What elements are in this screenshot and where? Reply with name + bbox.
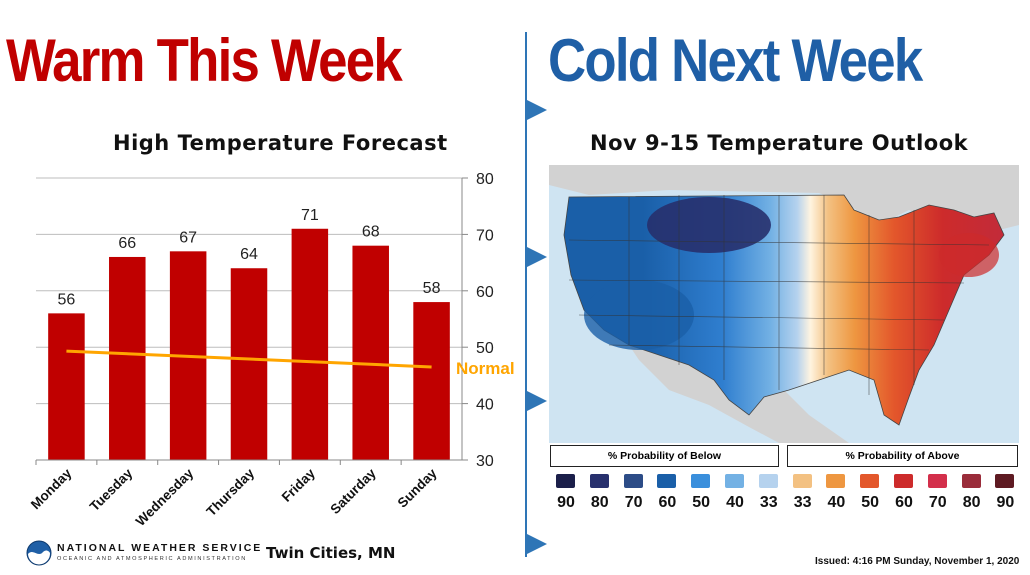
y-tick-label: 80 [476, 171, 494, 188]
legend-swatch [556, 474, 575, 488]
bar-sunday [413, 302, 450, 460]
chart-data-labels: 56 66 67 64 71 68 58 [58, 207, 441, 309]
y-tick-label: 60 [476, 284, 494, 301]
legend-swatch-label: 40 [827, 494, 846, 511]
legend-swatch [792, 474, 812, 488]
legend-swatch [623, 474, 643, 488]
legend-swatch-label: 50 [692, 494, 711, 511]
state-borders [568, 195, 990, 395]
legend-swatch-label: 60 [895, 494, 913, 511]
legend-swatch [657, 474, 677, 488]
legend-swatch [725, 474, 744, 488]
y-tick-label: 40 [476, 397, 494, 414]
x-tick-label: Tuesday [87, 465, 136, 514]
legend-swatch [589, 474, 609, 488]
temperature-outlook-map [549, 165, 1019, 443]
legend-swatch [927, 474, 947, 488]
normal-label: Normal [456, 359, 515, 378]
legend-swatch-label: 60 [658, 494, 677, 511]
legend-swatch [691, 474, 711, 488]
x-tick-label: Thursday [204, 465, 258, 519]
chart-title: High Temperature Forecast [113, 131, 448, 155]
data-label: 66 [118, 235, 136, 252]
map-title: Nov 9-15 Temperature Outlook [590, 131, 969, 155]
legend-swatch-label: 90 [996, 494, 1015, 511]
headline-cold: Cold Next Week [548, 27, 923, 94]
headline-warm: Warm This Week [6, 27, 403, 94]
y-tick-label: 70 [476, 227, 494, 244]
x-tick-label: Saturday [327, 465, 379, 517]
legend-swatch [894, 474, 913, 488]
chevron-right-icon [527, 247, 547, 267]
data-label: 67 [179, 229, 197, 246]
legend-swatch-label: 50 [861, 494, 880, 511]
x-tick-label: Wednesday [133, 465, 197, 529]
x-tick-label: Friday [279, 465, 319, 505]
legend-swatch-label: 80 [590, 494, 609, 511]
normal-line [66, 349, 432, 369]
legend-above-title: % Probability of Above [787, 445, 1018, 467]
y-tick-label: 50 [476, 340, 494, 357]
data-label: 68 [362, 224, 380, 241]
probability-60-region [584, 280, 694, 350]
legend-swatch [758, 474, 778, 488]
chart-bars [48, 228, 450, 460]
legend-swatch-label: 33 [759, 494, 778, 511]
y-tick-label: 30 [476, 453, 494, 470]
data-label: 64 [240, 246, 258, 263]
center-divider [525, 32, 527, 557]
bar-tuesday [109, 256, 146, 460]
chevron-right-icon [527, 391, 547, 411]
chevron-right-icon [527, 100, 547, 120]
x-tick-label: Sunday [395, 465, 440, 510]
legend-swatch [860, 474, 880, 488]
legend-swatch-label: 80 [962, 494, 981, 511]
legend-swatch-label: 90 [557, 494, 575, 511]
y-axis-labels: 30 40 50 60 70 80 [476, 171, 494, 470]
chevron-right-icon [527, 534, 547, 554]
legend-below-title: % Probability of Below [550, 445, 779, 467]
legend-swatch [995, 474, 1015, 488]
noaa-logo-icon [26, 540, 52, 566]
bar-saturday [352, 245, 389, 460]
probability-60-above-region [939, 233, 999, 277]
bar-monday [48, 313, 85, 460]
high-temperature-chart: 56 66 67 64 71 68 58 Normal 30 40 50 60 70 80 Monda… [28, 171, 515, 529]
bar-thursday [230, 268, 268, 460]
probability-90-region [647, 197, 771, 253]
legend-swatch-label: 70 [624, 494, 643, 511]
legend-swatch-label: 70 [928, 494, 947, 511]
canada-landmass [549, 165, 1019, 235]
office-location: Twin Cities, MN [266, 544, 396, 562]
data-label: 71 [301, 207, 319, 224]
legend-swatch-label: 40 [726, 494, 744, 511]
issued-timestamp: Issued: 4:16 PM Sunday, November 1, 2020 [815, 556, 1020, 567]
legend-swatch-label: 33 [793, 494, 812, 511]
agency-subtitle: OCEANIC AND ATMOSPHERIC ADMINISTRATION [57, 556, 247, 562]
data-label: 56 [58, 291, 76, 308]
bar-friday [291, 228, 329, 460]
legend-swatch [961, 474, 981, 488]
us-outlook-shading [563, 194, 1005, 426]
agency-name: NATIONAL WEATHER SERVICE [57, 542, 263, 554]
x-tick-label: Monday [28, 465, 75, 512]
normal-temperature-line: Normal [66, 349, 515, 378]
data-label: 58 [423, 280, 441, 297]
legend-swatch [826, 474, 846, 488]
